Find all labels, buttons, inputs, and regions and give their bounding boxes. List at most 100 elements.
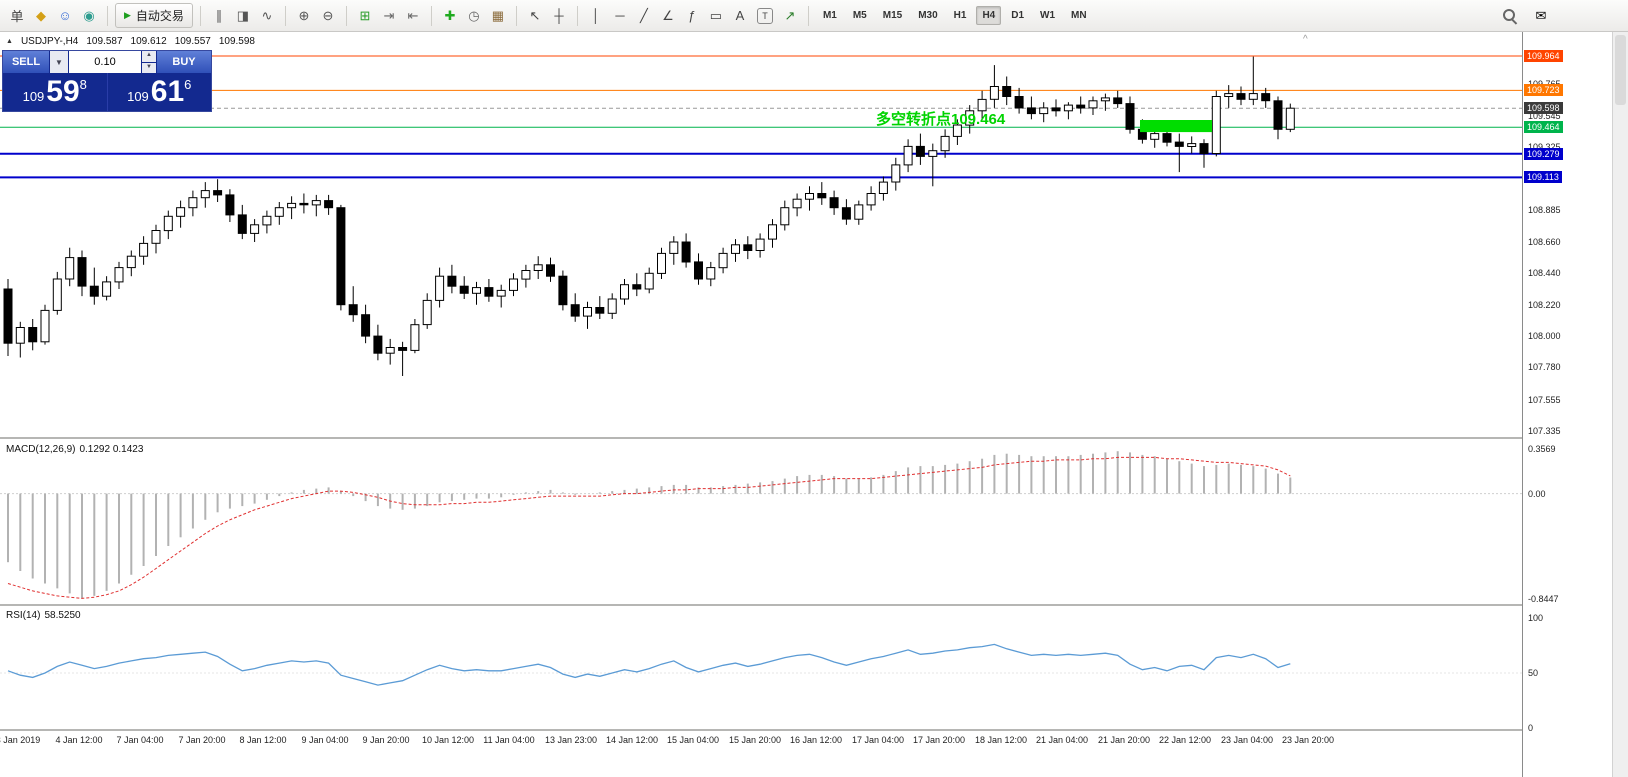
- sell-price-big: 59: [46, 75, 80, 108]
- chat-icon[interactable]: ✉: [1535, 7, 1547, 23]
- candlestick-chart-icon[interactable]: ◨: [236, 7, 250, 23]
- macd-axis-label: -0.8447: [1528, 594, 1559, 604]
- vertical-line-icon[interactable]: │: [591, 8, 600, 23]
- time-axis-label: 21 Jan 20:00: [1097, 735, 1151, 745]
- profiles-icon[interactable]: ☺: [58, 8, 72, 23]
- zoom-in-icon[interactable]: ⊕: [298, 7, 310, 23]
- buy-price[interactable]: 109 61 6: [108, 73, 212, 111]
- chart-title: ▲ USDJPY-,H4 109.587 109.612 109.557 109…: [6, 36, 255, 47]
- zoom-out-icon[interactable]: ⊖: [322, 7, 334, 23]
- chart-symbol: USDJPY-,H4: [20, 36, 79, 47]
- timeframe-button-MN[interactable]: MN: [1071, 10, 1087, 21]
- templates-icon[interactable]: ▦: [491, 7, 505, 23]
- crosshair-icon[interactable]: ┼: [554, 8, 564, 23]
- timeframe-button-H4[interactable]: H4: [976, 6, 1002, 25]
- text-icon[interactable]: A: [735, 8, 745, 23]
- periods-icon[interactable]: ◷: [468, 7, 480, 23]
- timeframe-button-W1[interactable]: W1: [1040, 10, 1056, 21]
- toolbar-separator: [345, 5, 347, 26]
- sell-price[interactable]: 109 59 8: [3, 73, 108, 111]
- rsi-axis-label: 50: [1528, 668, 1539, 678]
- price-tick-label: 109.545: [1528, 111, 1561, 121]
- time-axis-label: 21 Jan 04:00: [1035, 735, 1089, 745]
- horizontal-line-icon[interactable]: ─: [615, 8, 625, 23]
- equidistant-channel-icon[interactable]: ∠: [662, 7, 674, 23]
- magnifier-glass: [1503, 8, 1515, 21]
- cursor-icon[interactable]: ↖: [529, 7, 541, 23]
- price-tick-label: 107.555: [1528, 395, 1561, 405]
- timeframe-button-M1[interactable]: M1: [822, 10, 837, 21]
- rsi-name: RSI(14): [6, 610, 41, 621]
- auto-scroll-icon[interactable]: ⇤: [407, 7, 419, 23]
- toolbar-right-group: ✉: [1502, 5, 1552, 27]
- new-order-icon[interactable]: 单: [10, 9, 24, 24]
- scrollbar-thumb[interactable]: [1615, 35, 1626, 105]
- rsi-line: [7, 643, 1291, 686]
- autotrading-button[interactable]: ▶ 自动交易: [115, 3, 193, 28]
- price-tick-label: 108.885: [1528, 205, 1561, 215]
- volume-stepper: ▲ ▼: [142, 51, 156, 73]
- chart-window[interactable]: ▲ USDJPY-,H4 109.587 109.612 109.557 109…: [0, 32, 1612, 777]
- time-axis-label: 3 Jan 2019: [0, 735, 41, 745]
- expand-panel-icon[interactable]: ^: [1303, 34, 1308, 45]
- chart-shift-icon[interactable]: ⇥: [383, 7, 395, 23]
- panel-splitter[interactable]: [0, 729, 1612, 731]
- horizontal-lines: [0, 55, 1522, 179]
- fibonacci-icon[interactable]: ƒ: [688, 8, 696, 23]
- toolbar-sections: 单 ◆ ☺ ◉ ▶ 自动交易 ∥ ◨ ∿ ⊕ ⊖ ⊞ ⇥ ⇤ ✚ ◷ ▦ ↖ ┼ │ ─ ╱ ∠ ƒ ▭ A T ↗ M1 M5 M15 M3…: [6, 3, 1094, 28]
- price-axis[interactable]: 109.765109.545109.325108.885108.660108.4…: [1522, 32, 1612, 777]
- market-watch-icon[interactable]: ◆: [36, 7, 46, 23]
- ohlc-low: 109.557: [174, 36, 211, 47]
- tile-windows-icon[interactable]: ⊞: [359, 7, 371, 23]
- toolbar-separator: [515, 5, 517, 26]
- data-window-icon[interactable]: ◉: [83, 7, 95, 23]
- time-axis-label: 14 Jan 12:00: [605, 735, 659, 745]
- time-axis-label: 23 Jan 04:00: [1220, 735, 1274, 745]
- time-axis: 3 Jan 2019 4 Jan 12:00 7 Jan 04:00 7 Jan 20…: [0, 731, 1612, 753]
- volume-up-button[interactable]: ▲: [142, 51, 156, 62]
- ohlc-close: 109.598: [218, 36, 255, 47]
- sell-button[interactable]: SELL: [3, 51, 49, 73]
- price-tick-label: 108.660: [1528, 237, 1561, 247]
- time-axis-label: 9 Jan 20:00: [362, 735, 410, 745]
- time-axis-label: 15 Jan 20:00: [728, 735, 782, 745]
- panel-splitter[interactable]: [0, 604, 1612, 606]
- buy-button[interactable]: BUY: [157, 51, 211, 73]
- play-icon: ▶: [124, 10, 131, 20]
- volume-down-button[interactable]: ▼: [142, 62, 156, 73]
- rsi-chart[interactable]: [0, 607, 1522, 729]
- shapes-icon[interactable]: ▭: [709, 7, 723, 23]
- time-axis-label: 13 Jan 23:00: [544, 735, 598, 745]
- macd-axis-label: 0.3569: [1528, 444, 1556, 454]
- rsi-label: RSI(14) 58.5250: [6, 610, 81, 621]
- sell-price-pipette: 8: [79, 77, 87, 92]
- bar-chart-icon[interactable]: ∥: [215, 7, 223, 23]
- time-axis-label: 9 Jan 04:00: [301, 735, 349, 745]
- macd-chart[interactable]: [0, 441, 1522, 604]
- price-tick-label: 107.335: [1528, 426, 1561, 436]
- toolbar-separator: [430, 5, 432, 26]
- rsi-axis-label: 100: [1528, 613, 1544, 623]
- search-icon[interactable]: [1502, 8, 1518, 25]
- vertical-scrollbar[interactable]: [1612, 32, 1628, 777]
- line-chart-icon[interactable]: ∿: [261, 7, 273, 23]
- chevron-down-icon: ▼: [55, 57, 63, 67]
- arrows-icon[interactable]: ↗: [784, 7, 796, 23]
- text-label-icon[interactable]: T: [756, 7, 773, 24]
- add-indicator-icon[interactable]: ✚: [444, 7, 456, 23]
- timeframe-button-M5[interactable]: M5: [852, 10, 867, 21]
- buy-price-pipette: 6: [184, 77, 192, 92]
- timeframe-button-M15[interactable]: M15: [882, 10, 903, 21]
- timeframe-button-D1[interactable]: D1: [1011, 10, 1025, 21]
- trendline-icon[interactable]: ╱: [640, 7, 648, 23]
- timeframe-button-M30[interactable]: M30: [918, 10, 938, 21]
- volume-dropdown[interactable]: ▼: [50, 51, 68, 73]
- trade-panel-controls: SELL ▼ ▲ ▼ BUY: [3, 51, 211, 73]
- time-axis-label: 15 Jan 04:00: [666, 735, 720, 745]
- panel-splitter[interactable]: [0, 437, 1612, 439]
- time-axis-label: 10 Jan 12:00: [421, 735, 475, 745]
- volume-input[interactable]: [69, 51, 141, 73]
- candlestick-chart[interactable]: [0, 48, 1522, 438]
- price-tick-label: 109.325: [1528, 142, 1561, 152]
- timeframe-button-H1[interactable]: H1: [953, 10, 967, 21]
